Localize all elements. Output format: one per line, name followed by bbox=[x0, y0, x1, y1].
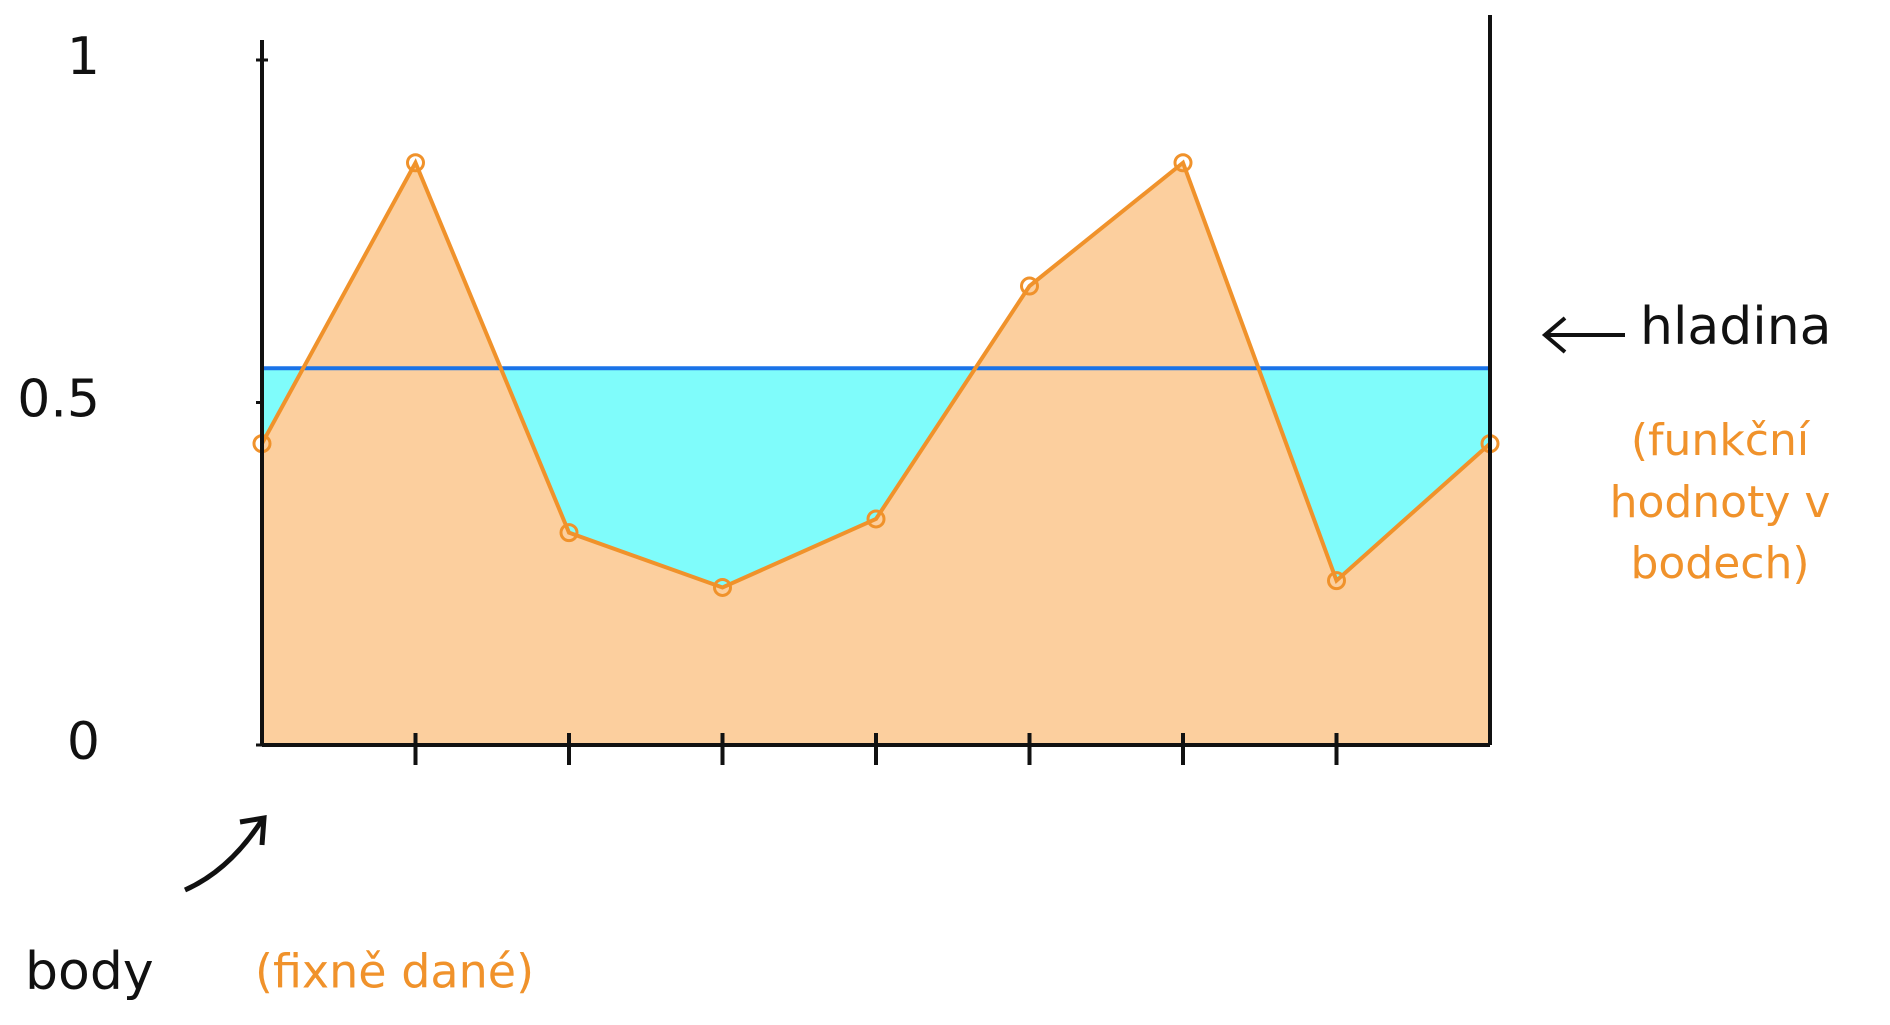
y-tick-label: 1 bbox=[67, 27, 100, 87]
terrain-area bbox=[262, 162, 1490, 745]
plot-area: 00.51 bbox=[17, 15, 1500, 772]
arrow-head bbox=[1541, 316, 1567, 354]
terrain-line bbox=[260, 158, 1492, 590]
y-tick-label: 0 bbox=[67, 712, 100, 772]
x-label: body bbox=[25, 942, 154, 1002]
arrow bbox=[183, 818, 265, 893]
point bbox=[1327, 571, 1346, 591]
point bbox=[1020, 276, 1039, 296]
point bbox=[406, 153, 425, 173]
arrow-head bbox=[239, 815, 267, 846]
x-note: (fixně dané) bbox=[255, 945, 534, 999]
note-box: (funkční hodnoty v bodech) bbox=[1609, 415, 1831, 590]
point bbox=[1173, 153, 1193, 173]
point bbox=[866, 509, 886, 529]
point bbox=[713, 577, 732, 597]
y-tick-label: 0.5 bbox=[17, 370, 100, 430]
values-note: (funkční hodnoty v bodech) bbox=[1609, 415, 1831, 590]
point bbox=[559, 523, 579, 543]
water-label: hladina bbox=[1640, 297, 1832, 357]
